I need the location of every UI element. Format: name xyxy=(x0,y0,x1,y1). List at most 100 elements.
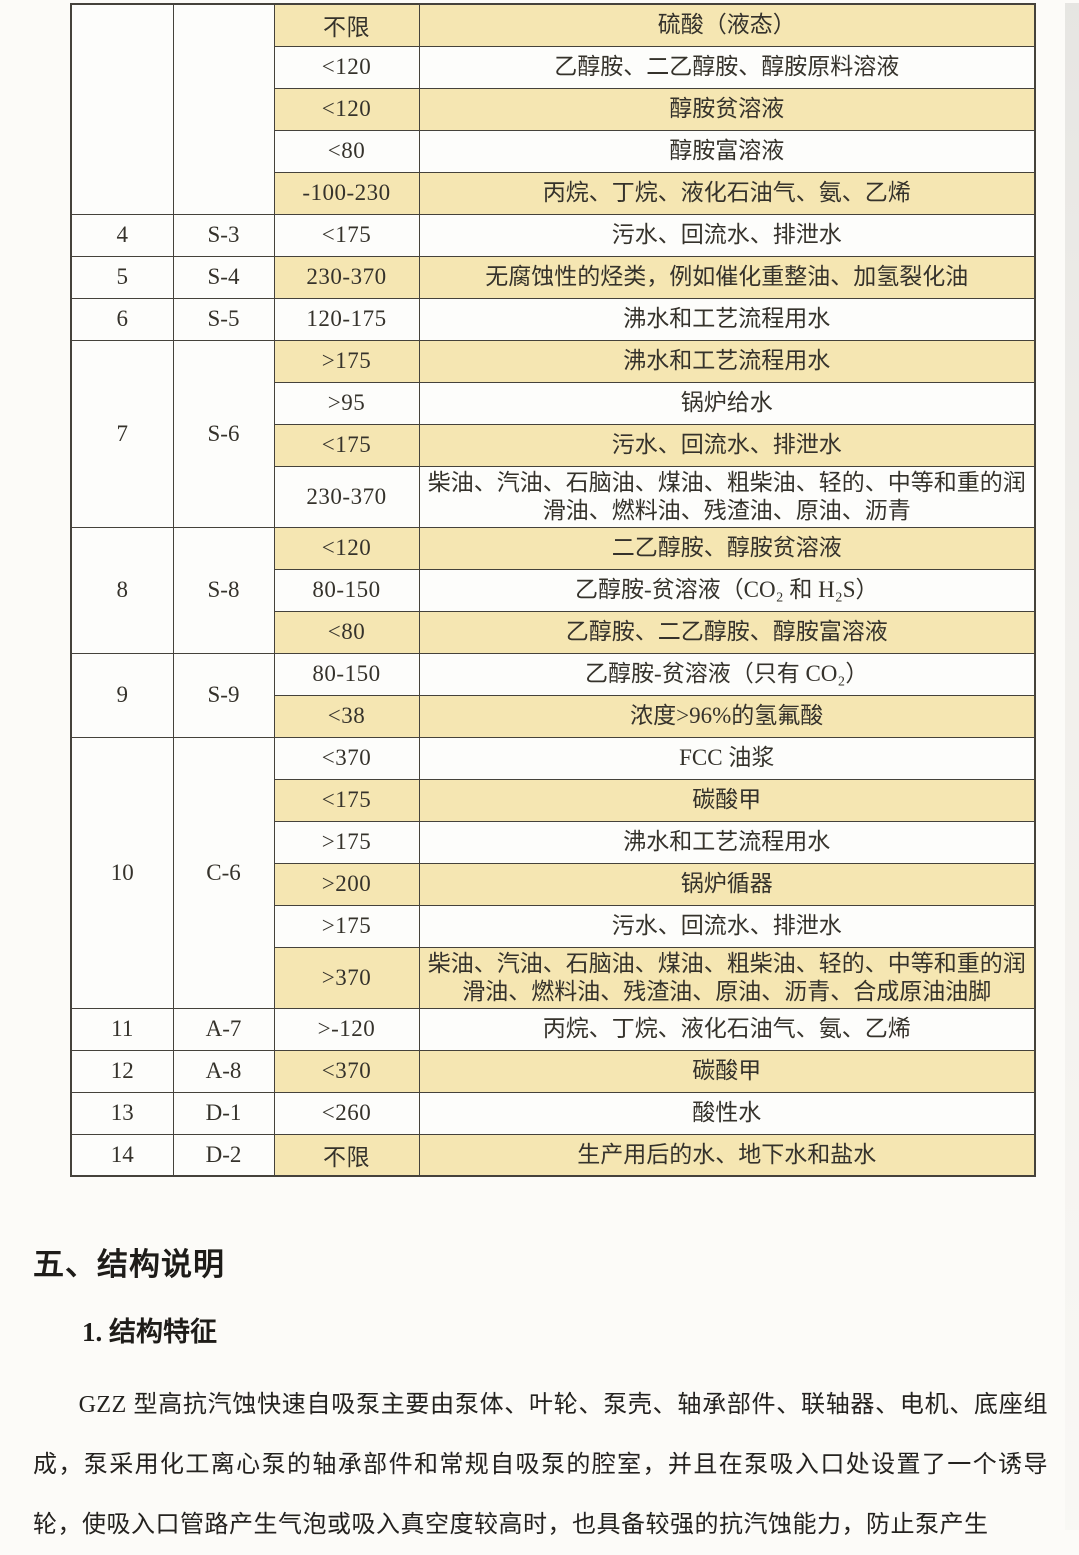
cell-medium: 沸水和工艺流程用水 xyxy=(418,820,1036,864)
cell-number: 6 xyxy=(70,297,174,341)
cell-medium: 锅炉循器 xyxy=(418,862,1036,906)
cell-number: 7 xyxy=(70,339,174,528)
cell-medium: 生产用后的水、地下水和盐水 xyxy=(418,1133,1036,1177)
cell-medium: 乙醇胺、二乙醇胺、醇胺原料溶液 xyxy=(418,45,1036,89)
cell-medium: 碳酸甲 xyxy=(418,778,1036,822)
table-row: -100-230 丙烷、丁烷、液化石油气、氨、乙烯 xyxy=(71,171,1036,215)
cell-number: 12 xyxy=(70,1049,174,1093)
cell-medium: 沸水和工艺流程用水 xyxy=(418,339,1036,383)
table-row: 10 C-6 <370 FCC 油浆 xyxy=(70,736,1036,1009)
cell-temperature: -100-230 xyxy=(273,171,420,215)
cell-temperature: >175 xyxy=(273,339,420,383)
cell-number: 9 xyxy=(70,652,174,738)
table-row: 4 S-3 <175 污水、回流水、排泄水 xyxy=(70,213,1036,257)
table-body: 不限 硫酸（液态） <120 乙醇胺、二乙醇胺、醇胺原料溶液 <120 醇胺贫溶液 <80 醇… xyxy=(70,3,1036,1177)
table-row: 6 S-5 120-175 沸水和工艺流程用水 xyxy=(70,297,1036,341)
cell-temperature: <175 xyxy=(273,213,420,257)
cell-code: S-4 xyxy=(172,255,275,299)
table-row: 11 A-7 >-120 丙烷、丁烷、液化石油气、氨、乙烯 xyxy=(70,1007,1036,1051)
cell-temperature: <260 xyxy=(273,1091,420,1135)
cell-temperature: <80 xyxy=(273,129,420,173)
cell-temperature: <120 xyxy=(273,526,420,570)
cell-number: 4 xyxy=(70,213,174,257)
table-row: >200 锅炉循器 xyxy=(71,862,1036,906)
cell-medium: 硫酸（液态） xyxy=(418,3,1036,47)
table-row: >175 沸水和工艺流程用水 xyxy=(71,820,1036,864)
cell-medium: 乙醇胺-贫溶液（CO₂ 和 H₂S） xyxy=(418,568,1036,612)
table-row: <80 乙醇胺、二乙醇胺、醇胺富溶液 xyxy=(71,610,1036,654)
table-row: 7 S-6 >175 沸水和工艺流程用水 xyxy=(70,339,1036,528)
cell-code xyxy=(172,3,275,215)
cell-medium: 污水、回流水、排泄水 xyxy=(418,213,1036,257)
table-row: >175 污水、回流水、排泄水 xyxy=(71,904,1036,948)
cell-temperature: >175 xyxy=(273,820,420,864)
cell-number: 8 xyxy=(70,526,174,654)
cell-medium: 二乙醇胺、醇胺贫溶液 xyxy=(418,526,1036,570)
cell-number: 14 xyxy=(70,1133,174,1177)
cell-temperature: 230-370 xyxy=(273,465,420,528)
cell-code: S-9 xyxy=(172,652,275,738)
cell-temperature: 不限 xyxy=(273,1133,420,1177)
cell-medium: 乙醇胺、二乙醇胺、醇胺富溶液 xyxy=(418,610,1036,654)
body-paragraph: GZZ 型高抗汽蚀快速自吸泵主要由泵体、叶轮、泵壳、轴承部件、联轴器、电机、底座… xyxy=(33,1392,1048,1538)
cell-temperature: <120 xyxy=(273,45,420,89)
cell-code: D-1 xyxy=(172,1091,275,1135)
cell-medium: 浓度>96%的氢氟酸 xyxy=(418,694,1036,738)
cell-medium: 无腐蚀性的烃类，例如催化重整油、加氢裂化油 xyxy=(418,255,1036,299)
cell-medium: 丙烷、丁烷、液化石油气、氨、乙烯 xyxy=(418,1007,1036,1051)
cell-temperature: 230-370 xyxy=(273,255,420,299)
cell-medium: 碳酸甲 xyxy=(418,1049,1036,1093)
subsection-heading: 1. 结构特征 xyxy=(82,1317,217,1347)
cell-temperature: <175 xyxy=(273,423,420,467)
cell-temperature: >-120 xyxy=(273,1007,420,1051)
cell-medium: 醇胺富溶液 xyxy=(418,129,1036,173)
table-row: <80 醇胺富溶液 xyxy=(71,129,1036,173)
cell-medium: FCC 油浆 xyxy=(418,736,1036,780)
table-row: 不限 硫酸（液态） xyxy=(70,3,1036,215)
table-row: <175 碳酸甲 xyxy=(71,778,1036,822)
cell-temperature: >95 xyxy=(273,381,420,425)
table-row: <175 污水、回流水、排泄水 xyxy=(71,423,1036,467)
cell-medium: 沸水和工艺流程用水 xyxy=(418,297,1036,341)
cell-temperature: 80-150 xyxy=(273,652,420,696)
cell-number xyxy=(70,3,174,215)
cell-code: S-5 xyxy=(172,297,275,341)
cell-temperature: 120-175 xyxy=(273,297,420,341)
document-page: 不限 硫酸（液态） <120 乙醇胺、二乙醇胺、醇胺原料溶液 <120 醇胺贫溶液 <80 醇… xyxy=(0,3,1079,1555)
table-row: 12 A-8 <370 碳酸甲 xyxy=(70,1049,1036,1093)
cell-temperature: >370 xyxy=(273,946,420,1009)
table-row: <120 乙醇胺、二乙醇胺、醇胺原料溶液 xyxy=(71,45,1036,89)
cell-medium: 酸性水 xyxy=(418,1091,1036,1135)
cell-code: A-8 xyxy=(172,1049,275,1093)
cell-number: 11 xyxy=(70,1007,174,1051)
cell-temperature: <175 xyxy=(273,778,420,822)
table-row: 80-150 乙醇胺-贫溶液（CO₂ 和 H₂S） xyxy=(71,568,1036,612)
cell-medium: 锅炉给水 xyxy=(418,381,1036,425)
cell-temperature: >175 xyxy=(273,904,420,948)
cell-temperature: >200 xyxy=(273,862,420,906)
table-row: 5 S-4 230-370 无腐蚀性的烃类，例如催化重整油、加氢裂化油 xyxy=(70,255,1036,299)
cell-temperature: <38 xyxy=(273,694,420,738)
cell-code: S-6 xyxy=(172,339,275,528)
cell-medium: 柴油、汽油、石脑油、煤油、粗柴油、轻的、中等和重的润滑油、燃料油、残渣油、原油、… xyxy=(418,465,1036,528)
cell-temperature: <80 xyxy=(273,610,420,654)
cell-code: A-7 xyxy=(172,1007,275,1051)
cell-medium: 醇胺贫溶液 xyxy=(418,87,1036,131)
cell-temperature: <370 xyxy=(273,1049,420,1093)
cell-medium: 污水、回流水、排泄水 xyxy=(418,423,1036,467)
cell-number: 13 xyxy=(70,1091,174,1135)
cell-number: 10 xyxy=(70,736,174,1009)
cell-medium: 柴油、汽油、石脑油、煤油、粗柴油、轻的、中等和重的润滑油、燃料油、残渣油、原油、… xyxy=(418,946,1036,1009)
cell-medium: 丙烷、丁烷、液化石油气、氨、乙烯 xyxy=(418,171,1036,215)
cell-code: S-8 xyxy=(172,526,275,654)
cell-code: D-2 xyxy=(172,1133,275,1177)
cell-temperature: <370 xyxy=(273,736,420,780)
table-row: 230-370 柴油、汽油、石脑油、煤油、粗柴油、轻的、中等和重的润滑油、燃料油、… xyxy=(71,465,1036,528)
table-row: >370 柴油、汽油、石脑油、煤油、粗柴油、轻的、中等和重的润滑油、燃料油、残渣油… xyxy=(71,946,1036,1009)
cell-medium: 乙醇胺-贫溶液（只有 CO₂） xyxy=(418,652,1036,696)
cell-temperature: <120 xyxy=(273,87,420,131)
table-row: <120 醇胺贫溶液 xyxy=(71,87,1036,131)
cell-medium: 污水、回流水、排泄水 xyxy=(418,904,1036,948)
table-row: 8 S-8 <120 二乙醇胺、醇胺贫溶液 xyxy=(70,526,1036,654)
table-row: 9 S-9 80-150 乙醇胺-贫溶液（只有 CO₂） xyxy=(70,652,1036,738)
